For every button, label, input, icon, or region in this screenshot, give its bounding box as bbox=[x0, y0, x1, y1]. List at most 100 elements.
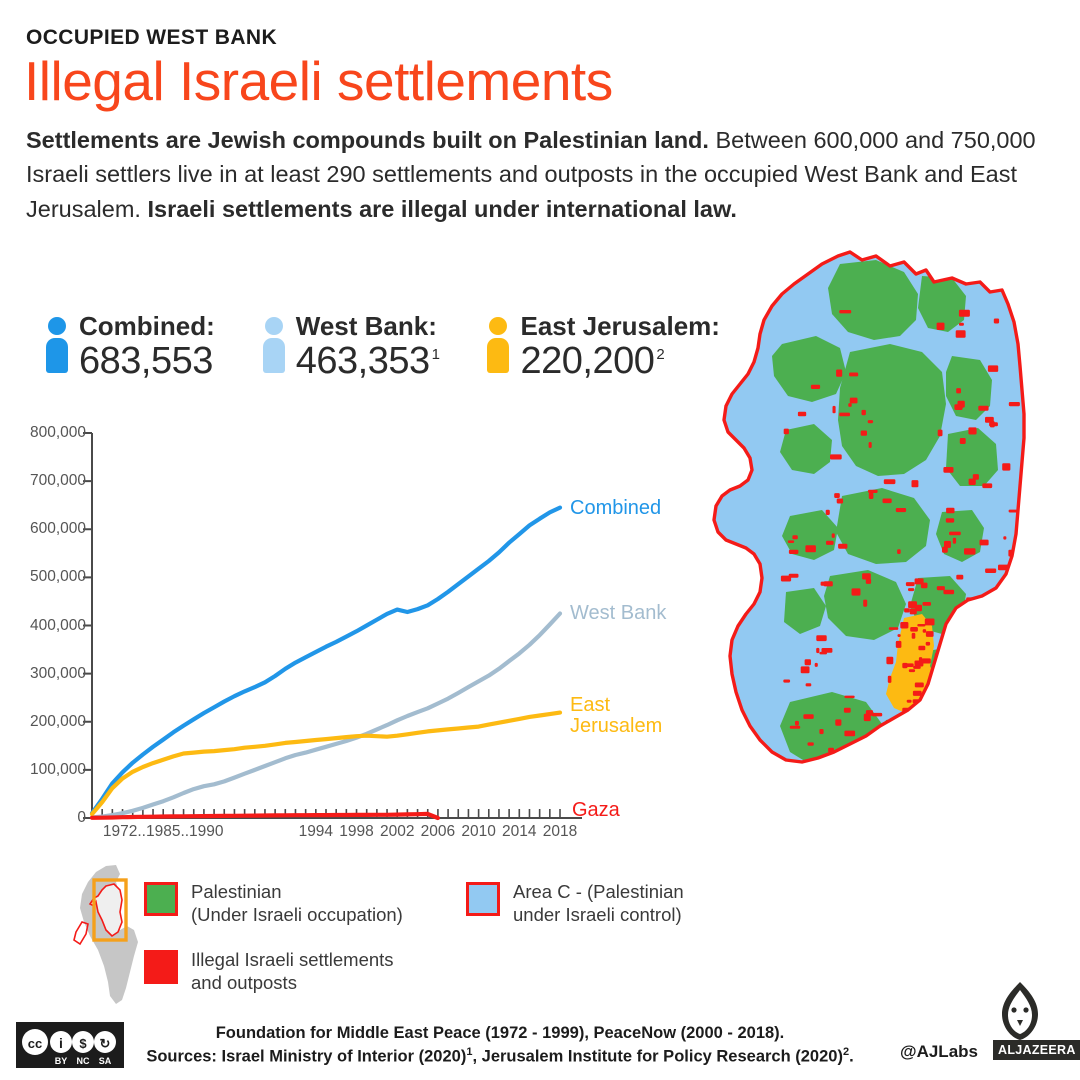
settlement-marker bbox=[897, 634, 901, 637]
legend-swatch bbox=[144, 882, 178, 916]
legend-label-line1: Illegal Israeli settlements bbox=[191, 949, 394, 970]
settlement-marker bbox=[886, 844, 895, 847]
legend-label-line2: and outposts bbox=[191, 972, 297, 994]
settlement-marker bbox=[956, 574, 964, 580]
settlement-marker bbox=[925, 631, 934, 637]
settlement-marker bbox=[1008, 509, 1018, 513]
kicker-label: OCCUPIED WEST BANK bbox=[26, 26, 278, 49]
settlement-marker bbox=[941, 752, 953, 759]
subhead-body: Between 600,000 and 750,000 Israeli sett… bbox=[26, 127, 1036, 222]
settlement-marker bbox=[939, 675, 949, 679]
aljazeera-calligraphy bbox=[1002, 982, 1038, 1040]
settlement-marker bbox=[978, 660, 983, 665]
settlement-marker bbox=[989, 656, 996, 660]
x-axis-tick-label: 2010 bbox=[461, 823, 496, 840]
settlement-marker bbox=[913, 665, 921, 669]
person-icon-head bbox=[489, 317, 508, 335]
settlement-marker bbox=[976, 891, 988, 894]
settlement-marker bbox=[863, 713, 871, 722]
legend-swatch bbox=[466, 882, 500, 916]
palestinian-area-1 bbox=[918, 276, 966, 332]
svg-text:BY: BY bbox=[55, 1056, 68, 1066]
settlement-marker bbox=[957, 807, 969, 812]
settlers-line-chart: 0 100,000 200,000 300,000 400,000 500,000 600,… bbox=[0, 415, 700, 865]
settlement-marker bbox=[848, 403, 852, 407]
settlement-marker bbox=[920, 582, 928, 589]
settlement-marker bbox=[831, 533, 835, 538]
legend-label-line2: under Israeli control) bbox=[513, 904, 682, 926]
settlement-marker bbox=[850, 754, 854, 758]
settlement-marker bbox=[860, 430, 867, 436]
settlement-marker bbox=[942, 546, 948, 553]
y-axis-tick-label: 700,000 bbox=[29, 472, 86, 490]
settlement-marker bbox=[816, 635, 827, 642]
svg-text:$: $ bbox=[79, 1036, 87, 1051]
palestinian-area-12 bbox=[784, 588, 826, 634]
settlement-marker bbox=[867, 420, 874, 424]
stat-value: 220,200 2 bbox=[520, 340, 719, 383]
settlement-marker bbox=[888, 849, 892, 852]
west-bank-border bbox=[712, 250, 1026, 764]
settlement-marker bbox=[879, 798, 886, 804]
settlement-marker bbox=[908, 601, 917, 609]
settlement-marker bbox=[783, 679, 791, 683]
legend-label-line2: (Under Israeli occupation) bbox=[191, 904, 403, 926]
settlement-marker bbox=[800, 666, 810, 674]
locator-map bbox=[73, 865, 138, 1004]
settlement-marker bbox=[814, 662, 818, 667]
series-label-gaza: Gaza bbox=[572, 799, 620, 821]
settlement-marker bbox=[918, 657, 923, 662]
settlement-marker bbox=[825, 509, 830, 515]
settlement-marker bbox=[945, 518, 955, 523]
settlement-marker bbox=[948, 624, 957, 628]
settlement-marker bbox=[927, 621, 934, 625]
stat-number: 463,353 bbox=[295, 340, 430, 383]
settlement-marker bbox=[797, 411, 807, 417]
settlement-marker bbox=[861, 409, 866, 416]
settlement-marker bbox=[862, 573, 871, 580]
settlement-marker bbox=[994, 661, 1000, 665]
legend-swatch bbox=[144, 950, 178, 984]
settlement-marker bbox=[904, 608, 910, 613]
settlement-marker bbox=[804, 659, 811, 666]
settlement-marker bbox=[993, 318, 1000, 324]
settlement-marker bbox=[849, 372, 859, 377]
palestinian-area-19 bbox=[858, 862, 930, 926]
settlement-marker bbox=[914, 660, 924, 667]
settlement-marker bbox=[906, 699, 912, 703]
settlement-marker bbox=[960, 710, 972, 719]
settlement-marker bbox=[969, 654, 976, 662]
settlement-marker bbox=[944, 540, 951, 548]
palestinian-area-18 bbox=[772, 836, 860, 906]
settlement-marker bbox=[838, 543, 848, 549]
stat-east-jerusalem: East Jerusalem: 220,200 2 bbox=[485, 311, 720, 383]
sources-sup-2: 2 bbox=[842, 1046, 850, 1059]
settlement-marker bbox=[972, 474, 979, 480]
settlement-marker bbox=[961, 629, 967, 633]
palestinian-area-17 bbox=[822, 786, 920, 872]
settlement-marker bbox=[839, 412, 850, 417]
settlement-marker bbox=[955, 330, 966, 338]
legend-label-line1: Palestinian bbox=[191, 881, 282, 902]
palestinian-area-3 bbox=[838, 344, 946, 476]
subheadline: Settlements are Jewish compounds built o… bbox=[26, 123, 1058, 226]
palestinian-area-5 bbox=[946, 428, 998, 486]
settlement-marker bbox=[830, 454, 842, 460]
palestinian-area-2 bbox=[772, 336, 846, 402]
svg-text:cc: cc bbox=[28, 1036, 42, 1051]
settlement-marker bbox=[937, 429, 943, 437]
settlement-marker bbox=[957, 400, 965, 408]
settlement-marker bbox=[998, 564, 1009, 571]
map-legend: Palestinian (Under Israeli occupation) I… bbox=[76, 866, 716, 1006]
x-axis-tick-label: 2006 bbox=[420, 823, 456, 840]
settlement-marker bbox=[859, 794, 869, 801]
settlement-marker bbox=[882, 498, 892, 504]
settlement-marker bbox=[859, 822, 870, 829]
settlement-marker bbox=[917, 624, 926, 627]
locator-gaza-outline bbox=[73, 921, 89, 946]
settlement-marker bbox=[957, 653, 969, 658]
y-axis-tick-label: 100,000 bbox=[29, 760, 86, 778]
settlement-marker bbox=[793, 875, 801, 879]
settlement-marker bbox=[785, 837, 794, 840]
settlement-marker bbox=[836, 369, 843, 377]
